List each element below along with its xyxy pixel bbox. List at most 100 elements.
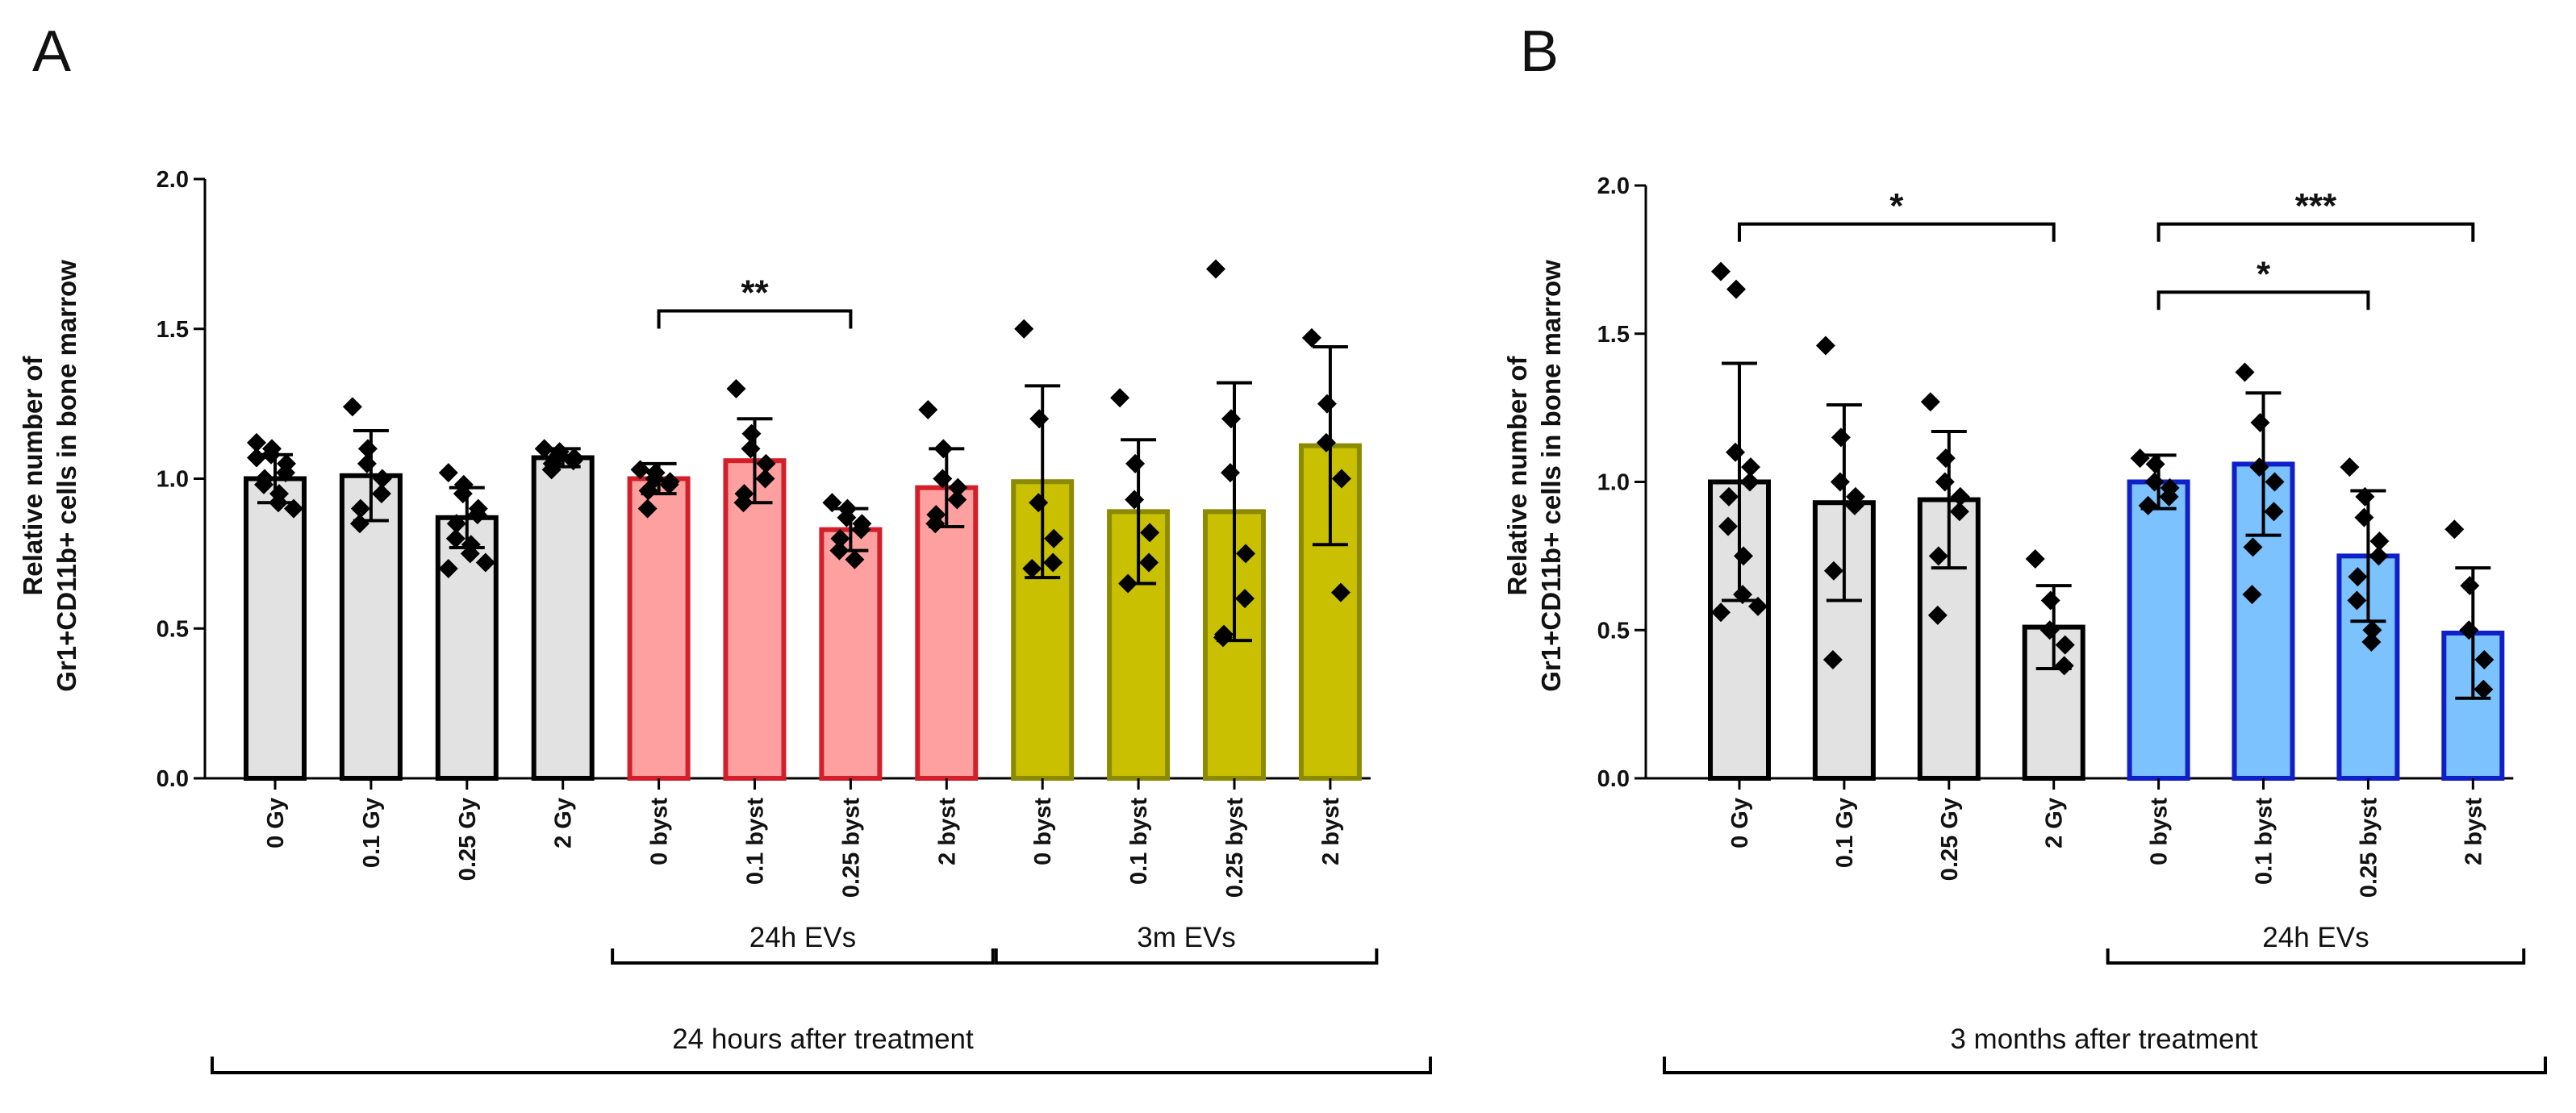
panel-b-category-label: 0.1 byst [2252,798,2277,885]
panel-b-data-point [1726,279,1746,299]
panel-b-group-label: 24h EVs [2262,922,2369,953]
panel-a-data-point [342,397,362,417]
panel-a-data-point [372,469,392,489]
panel-a-data-point [918,400,938,420]
panel-a-group-bracket [611,948,995,965]
panel-a-data-point [350,498,370,519]
panel-a-data-point [1235,589,1255,609]
panel-a-data-point [822,493,842,513]
panel-a-data-point [638,481,658,501]
panel-a-data-point [460,544,480,564]
panel-b-data-point [2459,620,2479,640]
panel-a-data-point [830,528,850,548]
panel-a-data-point [741,423,762,444]
panel-a-category-label: 0.1 Gy [359,798,385,868]
panel-b-data-point [2055,635,2075,655]
panel-b-data-point [1935,448,1956,469]
panel-b-data-point [1831,427,1851,448]
panel-a-data-point [1043,552,1063,573]
panel-a-category-label: 0 byst [647,798,673,865]
panel-b-data-point [1927,605,1948,625]
panel-a-category-label: 0 Gy [263,798,289,848]
panel-b-data-point [1830,472,1850,492]
panel-b-data-point [1734,546,1753,566]
panel-a-category-label: 0.1 byst [743,798,769,885]
panel-a-data-point [357,453,377,473]
panel-b-data-point [2250,413,2270,432]
panel-a-data-point [438,463,458,483]
panel-b-data-point [2444,519,2465,540]
panel-a-data-point [637,498,658,519]
panel-b: B Relative number of Gr1+CD11b+ cells in… [1502,19,2547,1074]
panel-a-bar [627,476,691,781]
panel-b-data-point [1726,442,1745,462]
panel-a-data-point [1221,463,1240,483]
panel-b-group-bracket [2106,948,2526,965]
panel-a-category-label: 0.25 Gy [455,798,481,881]
panel-a-data-point [1330,582,1351,602]
panel-b-data-point [2040,620,2060,640]
panel-a-data-point [1044,528,1064,548]
panel-a-category-label: 0.1 byst [1126,798,1152,885]
panel-b-data-point [2265,472,2285,492]
panel-b-data-point [2054,656,2074,676]
panel-b-data-point [2348,567,2368,587]
panel-b-data-point [2362,620,2382,640]
panel-a-data-point [445,528,466,548]
panel-b-significance-label: * [2257,254,2271,294]
panel-b-data-point [2369,546,2389,566]
panel-b-data-point [1711,602,1731,623]
panel-a-data-point [276,463,295,483]
panel-a-data-point [1125,490,1145,510]
panel-b-data-point [2361,632,2382,652]
panel-b-data-point [1823,561,1843,581]
panel-a-data-point [541,460,562,480]
panel-b-category-label: 0 byst [2147,798,2173,865]
panel-a-data-point [254,474,273,494]
panel-a-data-point [1236,544,1255,564]
panel-b-y-axis-title-line1: Relative number of [1502,355,1532,595]
panel-a-data-point [933,469,953,489]
panel-b-data-point [2130,448,2150,469]
panel-a-letter: A [32,19,71,84]
panel-b-y-axis-title: Relative number of Gr1+CD11b+ cells in b… [1502,260,1566,692]
panel-b-data-point [1741,457,1760,477]
panel-a-data-point [1301,327,1321,348]
panel-a-bar [723,458,787,782]
panel-a-data-point [1140,523,1160,543]
panel-a-data-point [733,493,754,513]
panel-a-data-point [475,552,495,573]
panel-b-letter: B [1520,19,1559,84]
panel-a-data-point [1317,394,1337,414]
panel-b-data-point [1733,585,1752,605]
panel-b-data-point [2243,537,2263,557]
panel-b-y-tick-label: 2.0 [1597,173,1630,199]
panel-b-data-point [2347,590,2367,611]
panel-b-data-point [1815,336,1835,356]
panel-b-data-point [2025,549,2045,569]
panel-b-significance-bracket [1738,222,2056,242]
panel-b-data-point [1949,502,1969,522]
panel-a-data-point [1316,432,1336,452]
panel-b-data-point [1950,486,1970,506]
panel-a-data-point [284,498,303,519]
panel-a-data-point [371,484,391,504]
panel-b-data-point [2040,590,2060,611]
panel-a-data-point [349,514,369,534]
panel-a-data-point [438,558,458,578]
panel-b-significance-label: * [1889,186,1904,226]
panel-b-data-point [2340,457,2360,477]
panel-b-data-point [2354,507,2374,527]
panel-a-data-point [1331,469,1351,489]
panel-a-data-point [925,514,946,534]
panel-b-data-point [2460,576,2480,596]
panel-a-category-label: 2 Gy [551,798,577,848]
panel-a-data-point [837,507,857,527]
panel-a-data-point [446,514,466,534]
panel-a: A Relative number of Gr1+CD11b+ cells in… [18,19,1432,1074]
panel-b-data-point [2144,472,2165,492]
panel-a-data-point [1022,558,1042,578]
panel-a-bar [915,485,979,782]
panel-b-data-point [2249,457,2269,477]
panel-b-data-point [1935,472,1955,492]
